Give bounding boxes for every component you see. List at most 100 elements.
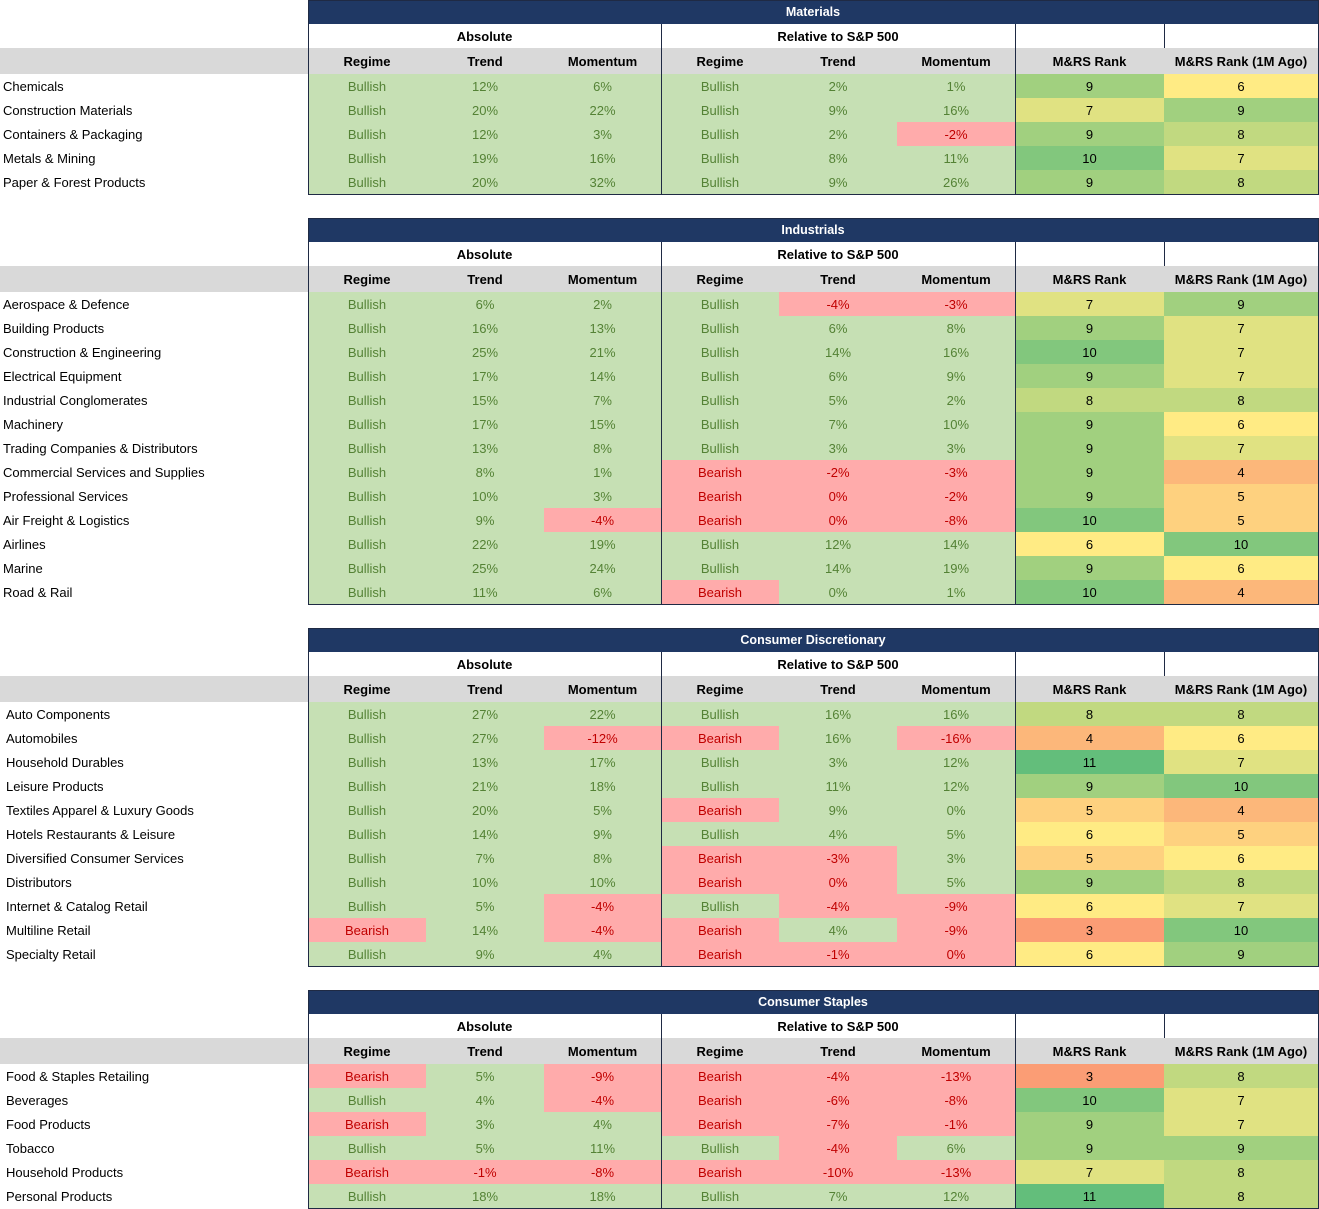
data-cell: -1% [897, 1112, 1015, 1136]
row-label: Leisure Products [6, 778, 104, 794]
data-cell: Bearish [308, 1112, 426, 1136]
data-cell: -9% [897, 918, 1015, 942]
row-label: Multiline Retail [6, 922, 91, 938]
rank-cell: 9 [1164, 292, 1318, 316]
data-cell: 16% [779, 702, 897, 726]
rank-cell: 9 [1015, 1136, 1164, 1160]
data-cell: 17% [426, 412, 544, 436]
row-label: Building Products [3, 320, 105, 336]
data-cell: 20% [426, 98, 544, 122]
section-title: Materials [308, 0, 1318, 24]
rank-cell: 9 [1015, 460, 1164, 484]
group-header: Absolute [456, 1018, 513, 1034]
rank-cell: 5 [1164, 822, 1318, 846]
data-cell: Bullish [308, 774, 426, 798]
data-cell: Bullish [308, 74, 426, 98]
data-cell: 18% [426, 1184, 544, 1208]
column-header: M&RS Rank (1M Ago) [1174, 53, 1308, 69]
row-label: Internet & Catalog Retail [6, 898, 148, 914]
rank-cell: 5 [1164, 484, 1318, 508]
data-cell: 14% [779, 340, 897, 364]
rank-cell: 8 [1164, 388, 1318, 412]
sector-section: Consumer Discretionary Absolute Relative t… [0, 628, 1319, 967]
column-divider [661, 242, 662, 604]
data-cell: 11% [426, 580, 544, 604]
rank-cell: 9 [1164, 98, 1318, 122]
data-cell: 18% [544, 1184, 661, 1208]
row-label: Aerospace & Defence [3, 296, 130, 312]
column-header: Regime [343, 271, 391, 287]
row-label: Road & Rail [3, 584, 73, 600]
rank-cell: 10 [1015, 340, 1164, 364]
data-cell: 5% [544, 798, 661, 822]
column-divider [1015, 24, 1016, 194]
data-cell: -4% [544, 1088, 661, 1112]
data-cell: 11% [779, 774, 897, 798]
header-band [0, 48, 1318, 74]
data-cell: 10% [426, 484, 544, 508]
row-label: Industrial Conglomerates [3, 392, 148, 408]
data-cell: Bullish [308, 98, 426, 122]
data-cell: Bullish [308, 702, 426, 726]
data-cell: 9% [779, 170, 897, 194]
data-cell: Bearish [308, 1160, 426, 1184]
data-cell: Bullish [661, 316, 779, 340]
data-cell: Bullish [308, 750, 426, 774]
section-title: Consumer Staples [308, 990, 1318, 1014]
data-cell: 9% [897, 364, 1015, 388]
rank-cell: 7 [1164, 1088, 1318, 1112]
data-cell: Bullish [661, 894, 779, 918]
data-cell: 16% [897, 98, 1015, 122]
data-cell: Bullish [661, 388, 779, 412]
data-cell: 4% [426, 1088, 544, 1112]
data-cell: Bullish [308, 122, 426, 146]
rank-cell: 6 [1164, 846, 1318, 870]
data-cell: 7% [779, 412, 897, 436]
data-cell: Bearish [661, 460, 779, 484]
data-cell: 8% [544, 436, 661, 460]
data-cell: -4% [779, 292, 897, 316]
data-cell: -7% [779, 1112, 897, 1136]
column-header: Momentum [567, 271, 638, 287]
rank-cell: 7 [1164, 146, 1318, 170]
rank-cell: 4 [1015, 726, 1164, 750]
rank-cell: 6 [1164, 726, 1318, 750]
data-cell: 13% [544, 316, 661, 340]
data-cell: 7% [779, 1184, 897, 1208]
data-cell: Bullish [661, 146, 779, 170]
data-cell: Bullish [308, 388, 426, 412]
column-divider [1015, 1014, 1016, 1208]
column-header: Momentum [567, 53, 638, 69]
column-header: Trend [820, 271, 856, 287]
row-label: Diversified Consumer Services [6, 850, 184, 866]
rank-cell: 10 [1015, 1088, 1164, 1112]
data-cell: Bullish [661, 292, 779, 316]
row-label: Automobiles [6, 730, 78, 746]
data-cell: 16% [897, 702, 1015, 726]
rank-cell: 7 [1164, 364, 1318, 388]
data-cell: 3% [544, 484, 661, 508]
data-cell: 11% [544, 1136, 661, 1160]
data-cell: 25% [426, 556, 544, 580]
data-cell: 4% [544, 942, 661, 966]
data-cell: 4% [779, 822, 897, 846]
data-cell: Bullish [308, 894, 426, 918]
data-cell: 12% [426, 122, 544, 146]
group-header: Relative to S&P 500 [777, 246, 899, 262]
data-cell: 6% [897, 1136, 1015, 1160]
data-cell: 12% [897, 774, 1015, 798]
rank-cell: 5 [1164, 508, 1318, 532]
rank-cell: 9 [1015, 774, 1164, 798]
rank-cell: 4 [1164, 580, 1318, 604]
row-label: Food & Staples Retailing [6, 1068, 150, 1084]
data-cell: -4% [544, 894, 661, 918]
data-cell: -4% [779, 1064, 897, 1088]
data-cell: 15% [426, 388, 544, 412]
data-cell: 12% [897, 1184, 1015, 1208]
data-cell: 2% [897, 388, 1015, 412]
data-cell: Bearish [661, 918, 779, 942]
data-cell: Bullish [308, 942, 426, 966]
data-cell: Bullish [308, 532, 426, 556]
data-cell: 1% [897, 74, 1015, 98]
row-label: Tobacco [6, 1140, 55, 1156]
